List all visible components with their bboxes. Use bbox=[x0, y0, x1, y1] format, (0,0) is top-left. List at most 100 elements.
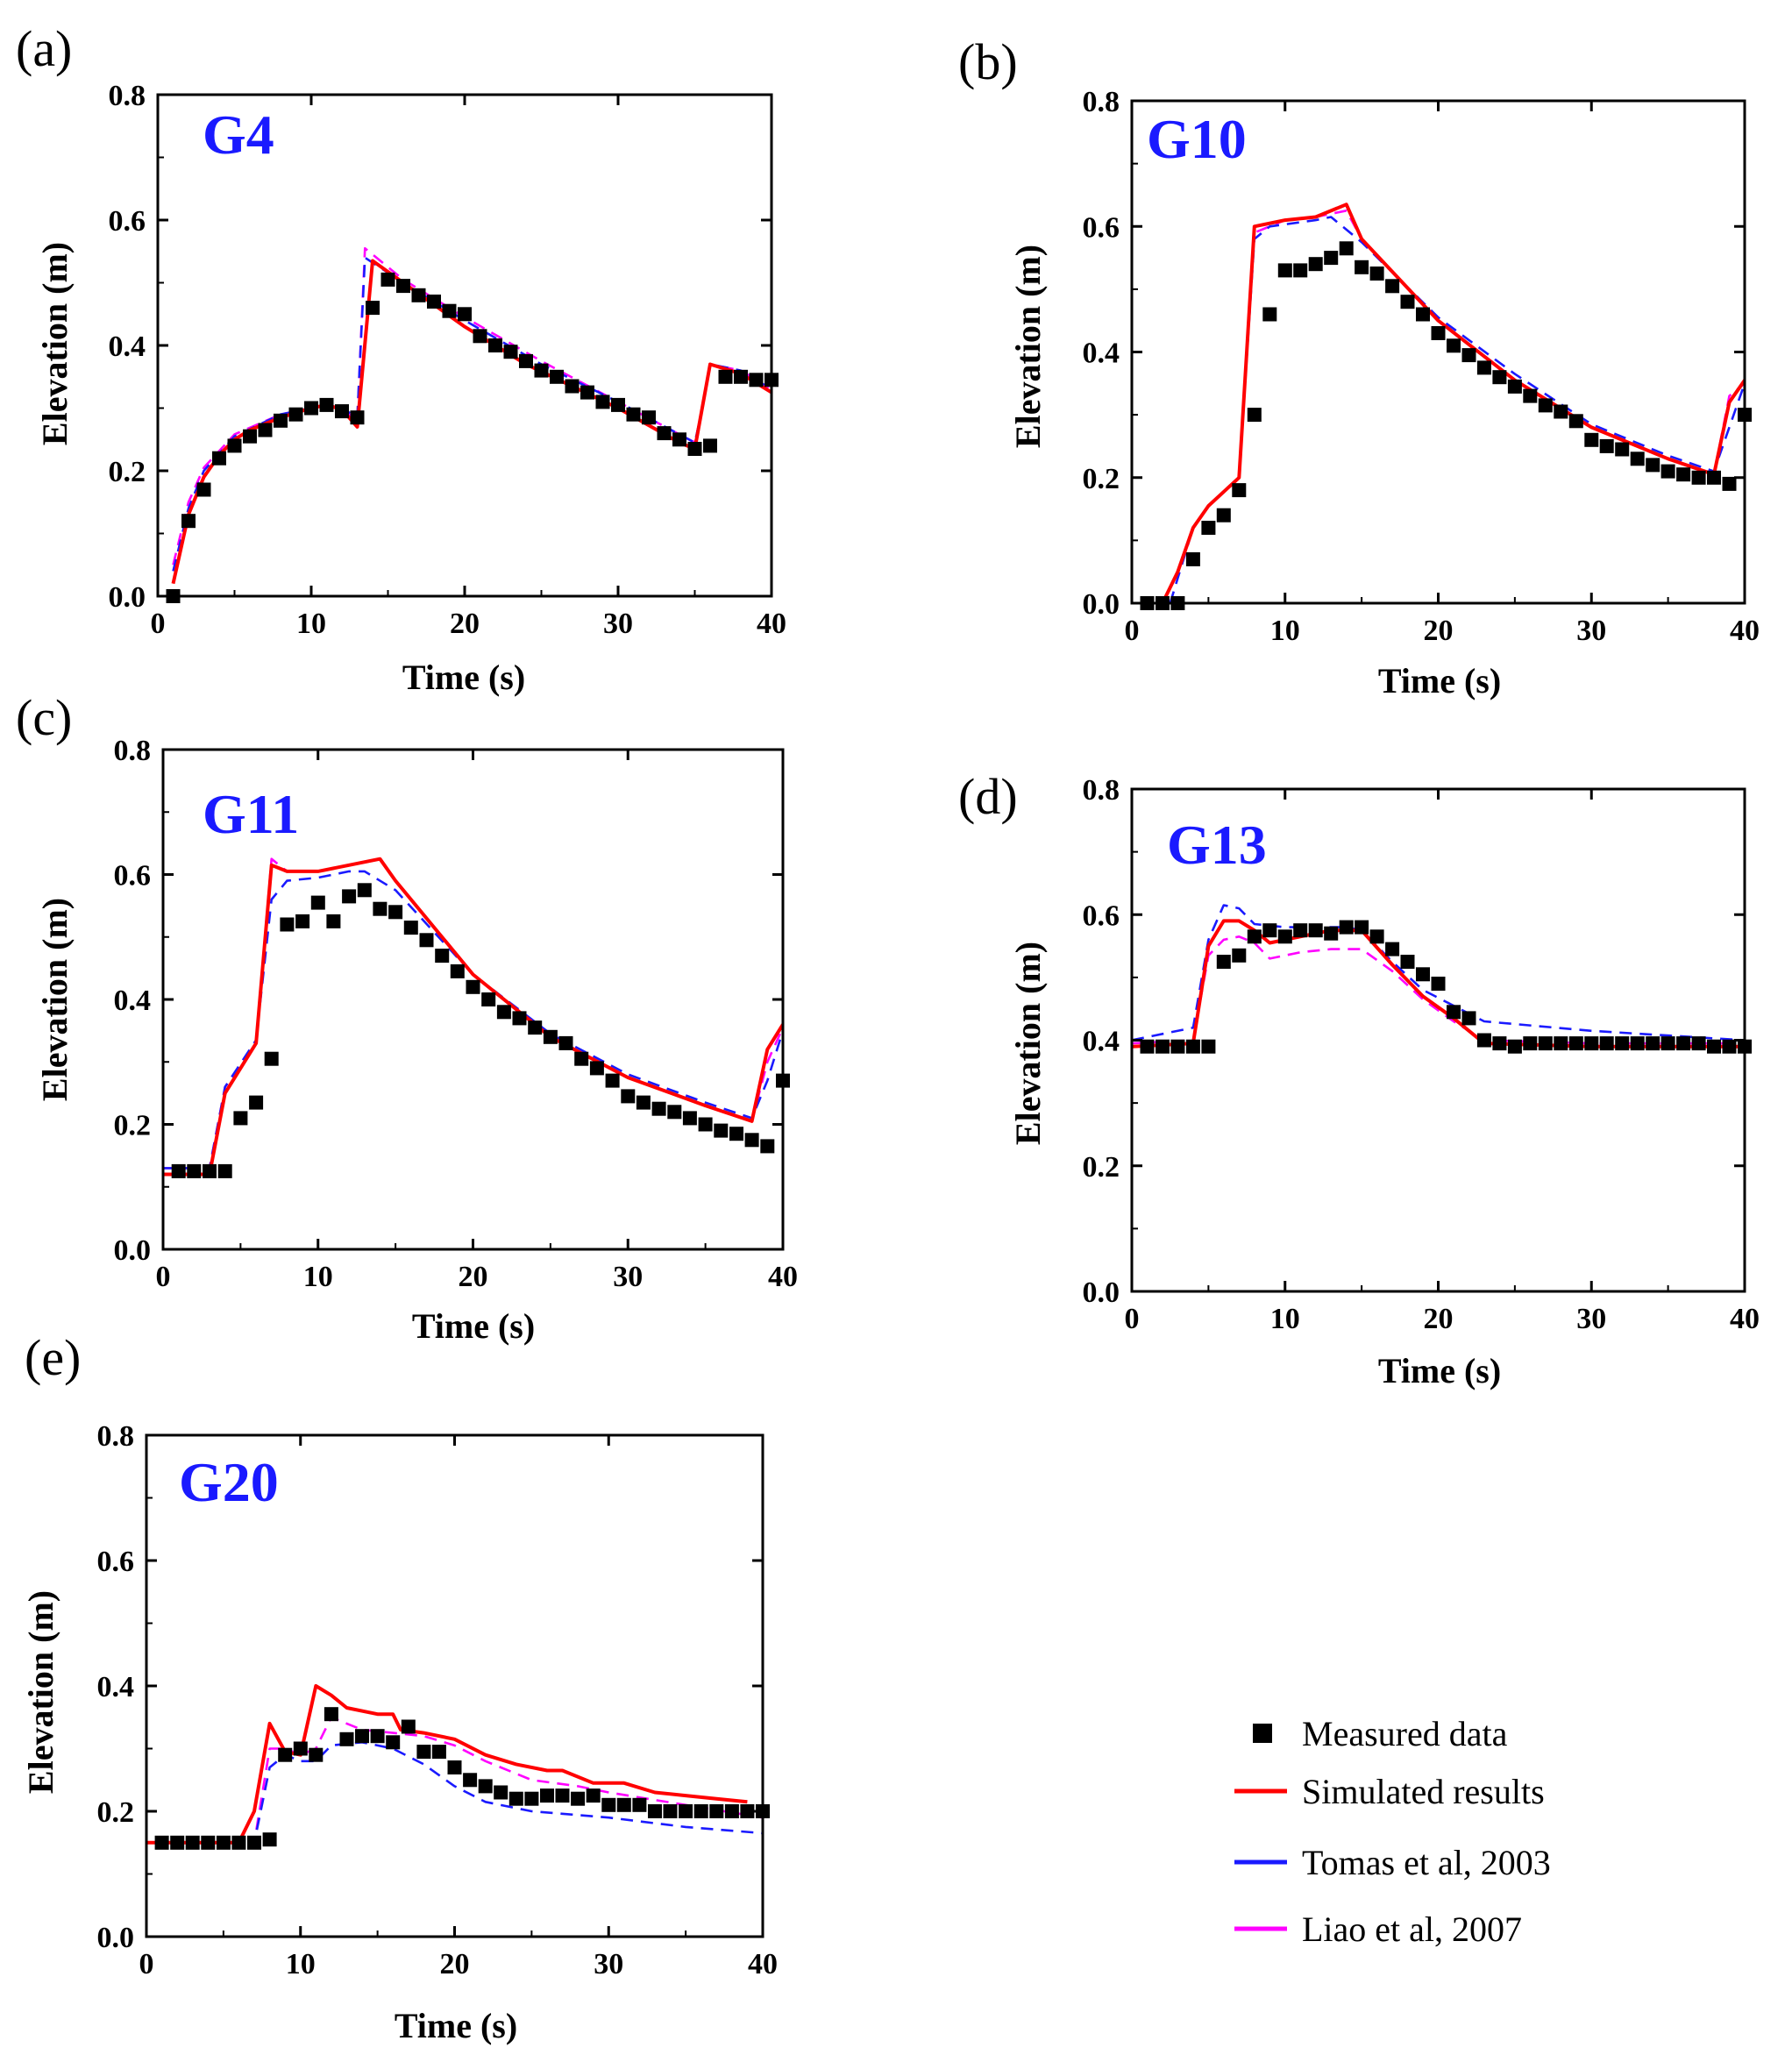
panel-b: (b) G10 Time (s) Elevation (m) 0 10 20 30 40… bbox=[958, 33, 1760, 700]
y-tick-label: 0.2 bbox=[114, 1110, 152, 1142]
panel-a-ylabel: Elevation (m) bbox=[35, 242, 75, 445]
series-simulated-line bbox=[1161, 203, 1745, 603]
measured-point bbox=[411, 288, 426, 302]
measured-point bbox=[1293, 923, 1308, 938]
measured-point bbox=[1385, 279, 1400, 294]
x-tick-label: 30 bbox=[1576, 1303, 1606, 1335]
y-tick-label: 0.6 bbox=[97, 1546, 135, 1578]
y-tick-label: 0.8 bbox=[1083, 774, 1120, 807]
x-tick-label: 20 bbox=[459, 1261, 488, 1293]
measured-point bbox=[616, 1797, 631, 1812]
x-tick-label: 0 bbox=[139, 1948, 154, 1980]
measured-point bbox=[1447, 338, 1461, 353]
measured-point bbox=[310, 895, 325, 910]
measured-point bbox=[466, 979, 480, 994]
panel-a-plot: 0 10 20 30 40 0.0 0.2 0.4 0.6 0.8 bbox=[109, 80, 787, 640]
measured-point bbox=[1646, 458, 1660, 473]
panel-e-gauge-title: G20 bbox=[179, 1451, 279, 1513]
panel-c-label: (c) bbox=[16, 689, 72, 746]
panel-d-ylabel: Elevation (m) bbox=[1008, 942, 1048, 1145]
measured-point bbox=[1676, 467, 1691, 482]
measured-point bbox=[335, 404, 349, 419]
measured-point bbox=[605, 1073, 620, 1088]
measured-point bbox=[1691, 470, 1706, 485]
measured-point bbox=[171, 1163, 186, 1178]
measured-point bbox=[231, 1835, 246, 1850]
measured-point bbox=[1247, 408, 1262, 423]
measured-point bbox=[1416, 967, 1430, 982]
measured-point bbox=[1630, 1036, 1645, 1051]
measured-point bbox=[524, 1791, 539, 1806]
series-tomas-line bbox=[146, 1741, 763, 1845]
y-tick-label: 0.8 bbox=[109, 80, 146, 112]
y-tick-label: 0.4 bbox=[97, 1671, 135, 1703]
measured-point bbox=[642, 410, 656, 425]
measured-point bbox=[1369, 267, 1384, 281]
measured-point bbox=[1308, 923, 1323, 938]
plot-frame bbox=[156, 93, 773, 598]
measured-point bbox=[324, 1707, 338, 1722]
measured-point bbox=[1277, 263, 1292, 278]
measured-point bbox=[724, 1804, 739, 1818]
measured-point bbox=[1247, 929, 1262, 944]
series-liao-line bbox=[172, 246, 772, 565]
measured-point bbox=[550, 369, 564, 384]
x-tick-label: 30 bbox=[1576, 615, 1606, 647]
measured-point bbox=[278, 1747, 293, 1762]
x-tick-label: 0 bbox=[1125, 1303, 1140, 1335]
measured-point bbox=[388, 905, 403, 920]
x-tick-label: 20 bbox=[1424, 1303, 1454, 1335]
measured-point bbox=[262, 1832, 277, 1847]
measured-point bbox=[1308, 257, 1323, 272]
measured-point bbox=[233, 1111, 248, 1126]
measured-point bbox=[249, 1095, 264, 1110]
measured-point bbox=[698, 1117, 713, 1132]
series-liao-line bbox=[146, 1716, 763, 1845]
panel-e-ylabel: Elevation (m) bbox=[21, 1590, 60, 1794]
measured-point bbox=[274, 413, 288, 428]
measured-point bbox=[1355, 260, 1369, 274]
panel-e-xlabel: Time (s) bbox=[395, 2006, 517, 2045]
x-tick-label: 10 bbox=[296, 608, 326, 640]
measured-point bbox=[1630, 452, 1645, 466]
measured-point bbox=[1369, 929, 1384, 944]
measured-point bbox=[1447, 1005, 1461, 1020]
panel-c-xlabel: Time (s) bbox=[412, 1306, 535, 1346]
measured-point bbox=[243, 429, 257, 444]
measured-point bbox=[543, 1029, 558, 1044]
measured-point bbox=[1461, 348, 1476, 363]
y-tick-label: 0.0 bbox=[109, 581, 146, 614]
x-tick-label: 0 bbox=[151, 608, 166, 640]
legend: Measured data Simulated results Tomas et… bbox=[1234, 1714, 1551, 1949]
y-tick-label: 0.0 bbox=[1083, 1276, 1120, 1309]
measured-point bbox=[1507, 1039, 1522, 1054]
measured-point bbox=[1140, 1039, 1155, 1054]
measured-point bbox=[1339, 920, 1354, 935]
measured-point bbox=[1461, 1011, 1476, 1026]
measured-point bbox=[203, 1163, 217, 1178]
measured-point bbox=[496, 1005, 511, 1020]
measured-point bbox=[355, 1729, 369, 1744]
measured-point bbox=[667, 1105, 682, 1120]
measured-point bbox=[370, 1729, 385, 1744]
measured-point bbox=[1400, 955, 1415, 969]
measured-point bbox=[1216, 508, 1231, 523]
measured-point bbox=[595, 395, 610, 409]
panel-e: (e) G20 Time (s) Elevation (m) 0 10 20 30 40… bbox=[21, 1329, 778, 2045]
y-tick-label: 0.6 bbox=[114, 860, 152, 892]
measured-point bbox=[503, 345, 518, 359]
measured-point bbox=[427, 295, 441, 309]
measured-point bbox=[1523, 1036, 1538, 1051]
measured-point bbox=[458, 307, 472, 322]
x-tick-label: 30 bbox=[613, 1261, 643, 1293]
measured-point bbox=[565, 379, 580, 394]
x-tick-label: 30 bbox=[594, 1948, 623, 1980]
measured-point bbox=[1185, 1039, 1200, 1054]
measured-point bbox=[431, 1745, 446, 1760]
panel-b-plot: 0 10 20 30 40 0.0 0.2 0.4 0.6 0.8 bbox=[1083, 86, 1760, 647]
measured-point bbox=[201, 1835, 216, 1850]
measured-point bbox=[1339, 241, 1354, 256]
measured-point bbox=[373, 901, 388, 916]
measured-point bbox=[1691, 1036, 1706, 1051]
measured-point bbox=[1492, 370, 1507, 385]
